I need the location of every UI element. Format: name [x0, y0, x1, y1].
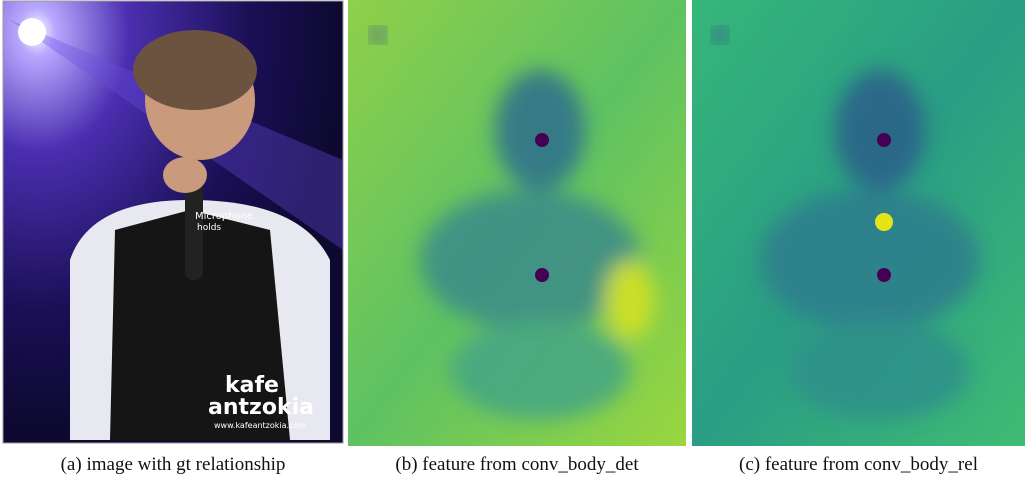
figure: Microphone holds kafe antzokia www.kafea…: [0, 0, 1025, 448]
predicate-label: holds: [197, 223, 221, 233]
caption: (c) feature from conv_body_rel: [692, 454, 1025, 476]
photo-panel: Microphone holds kafe antzokia www.kafea…: [3, 1, 343, 443]
watermark-url: www.kafeantzokia.com: [214, 421, 306, 430]
page: {"figure": { "panels": [ {"caption": "(a…: [0, 0, 1025, 488]
feature-map-det: [348, 0, 686, 446]
watermark: antzokia: [208, 395, 314, 420]
object-label: Microphone: [195, 211, 253, 222]
caption: (a) image with gt relationship: [3, 454, 343, 476]
feature-map-rel: [692, 0, 1025, 446]
caption: (b) feature from conv_body_det: [348, 454, 686, 476]
